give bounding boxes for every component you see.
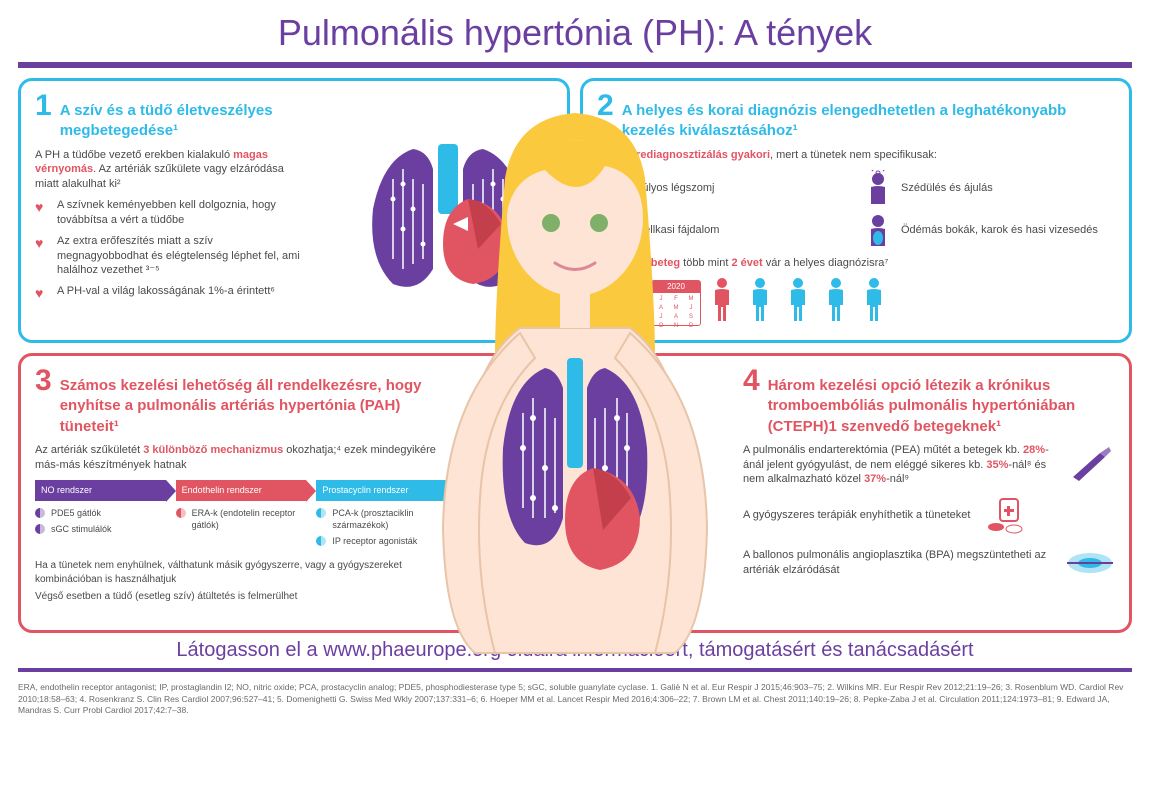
- person-icon: [825, 277, 847, 328]
- bullet: A szívnek keményebben kell dolgoznia, ho…: [35, 198, 307, 228]
- panel-3-title: Számos kezelési lehetőség áll rendelkezé…: [60, 376, 447, 437]
- panel-4: 4 Három kezelési opció létezik a króniku…: [580, 353, 1132, 633]
- mechanism: NO rendszer PDE5 gátlók sGC stimulálók: [35, 480, 166, 551]
- pills-icon: [982, 495, 1032, 535]
- lung-heart-icon: [343, 129, 553, 299]
- panel-1-title: A szív és a tüdő életveszélyes megbetege…: [60, 101, 307, 142]
- balloon-icon: [1065, 543, 1115, 583]
- page-title: Pulmonális hypertónia (PH): A tények: [0, 0, 1150, 62]
- panel-4-number: 4: [743, 366, 760, 396]
- panel-3: 3 Számos kezelési lehetőség áll rendelke…: [18, 353, 570, 633]
- symptom-item: Ödémás bokák, karok és hasi vizesedés: [863, 212, 1115, 248]
- panel-1-heading: 1 A szív és a tüdő életveszélyes megbete…: [35, 91, 307, 142]
- person-icon: [749, 277, 771, 328]
- mechanism: Endothelin rendszer ERA-k (endotelin rece…: [176, 480, 307, 551]
- treatment-item: A pulmonális endarterektómia (PEA) műtét…: [743, 443, 1115, 488]
- symptom-icon: [597, 170, 627, 206]
- symptom-icon: [863, 170, 893, 206]
- symptom-icon: [863, 212, 893, 248]
- panel-3-note-2: Végső esetben a tüdő (esetleg szív) átül…: [35, 590, 447, 604]
- references: ERA, endothelin receptor antagonist; IP,…: [0, 678, 1150, 724]
- treatment-item: A gyógyszeres terápiák enyhíthetik a tün…: [743, 495, 1115, 535]
- symptom-label: Szédülés és ájulás: [901, 181, 993, 196]
- divider-bottom: [18, 668, 1132, 672]
- treatment-list: A pulmonális endarterektómia (PEA) műtét…: [743, 443, 1115, 584]
- treatment-text: A pulmonális endarterektómia (PEA) műtét…: [743, 443, 1053, 488]
- panel-1: 1 A szív és a tüdő életveszélyes megbete…: [18, 78, 570, 343]
- bullet: A PH-val a világ lakosságának 1%-a érint…: [35, 284, 307, 299]
- wait-statement: Minden 5. beteg több mint 2 évet vár a h…: [597, 256, 1115, 271]
- panel-4-title: Három kezelési opció létezik a krónikus …: [768, 376, 1115, 437]
- symptom-item: Szédülés és ájulás: [863, 170, 1115, 206]
- people-icons: [711, 277, 885, 328]
- panel-4-heading: 4 Három kezelési opció létezik a króniku…: [743, 366, 1115, 437]
- symptoms-grid: Súlyos légszomj Szédülés és ájulás Mellkas…: [597, 170, 1115, 248]
- scalpel-icon: [1065, 445, 1115, 485]
- mechanism-item: sGC stimulálók: [35, 523, 166, 535]
- person-icon: [787, 277, 809, 328]
- panel-3-intro: Az artériák szűkületét 3 különböző mecha…: [35, 443, 447, 473]
- mechanism: Prostacyclin rendszer PCA-k (prosztacikli…: [316, 480, 447, 551]
- bullet: Az extra erőfeszítés miatt a szív megnag…: [35, 234, 307, 279]
- panel-3-number: 3: [35, 366, 52, 396]
- panel-2: 2 A helyes és korai diagnózis elengedhet…: [580, 78, 1132, 343]
- person-icon: [711, 277, 733, 328]
- calendar-icon: 2020JFMAMJJASOND: [651, 280, 701, 326]
- mechanism-item: PDE5 gátlók: [35, 507, 166, 519]
- symptom-label: Ödémás bokák, karok és hasi vizesedés: [901, 223, 1098, 238]
- mechanism-header: Endothelin rendszer: [176, 480, 307, 500]
- panel-2-title: A helyes és korai diagnózis elengedhetet…: [622, 101, 1115, 142]
- panel-2-sub: De a félrediagnosztizálás gyakori, mert …: [597, 148, 1115, 163]
- mechanism-item: ERA-k (endotelin receptor gátlók): [176, 507, 307, 531]
- person-icon: [863, 277, 885, 328]
- treatment-text: A gyógyszeres terápiák enyhíthetik a tün…: [743, 508, 970, 523]
- mechanism-item: IP receptor agonisták: [316, 535, 447, 547]
- treatment-text: A ballonos pulmonális angioplasztika (BP…: [743, 548, 1053, 578]
- calendar-icon: 2019JFMAMJJASOND: [597, 280, 647, 326]
- symptom-label: Mellkasi fájdalom: [635, 223, 719, 238]
- symptom-item: Mellkasi fájdalom: [597, 212, 849, 248]
- panel-3-heading: 3 Számos kezelési lehetőség áll rendelke…: [35, 366, 447, 437]
- treatment-item: A ballonos pulmonális angioplasztika (BP…: [743, 543, 1115, 583]
- mechanism-item: PCA-k (prosztaciklin származékok): [316, 507, 447, 531]
- mechanism-header: NO rendszer: [35, 480, 166, 500]
- panel-1-intro: A PH a tüdőbe vezető erekben kialakuló m…: [35, 148, 307, 193]
- panel-3-note-1: Ha a tünetek nem enyhülnek, válthatunk m…: [35, 559, 447, 586]
- wait-row: 2019JFMAMJJASOND2020JFMAMJJASOND: [597, 277, 1115, 328]
- symptom-item: Súlyos légszomj: [597, 170, 849, 206]
- panel-1-number: 1: [35, 91, 52, 121]
- panel-2-heading: 2 A helyes és korai diagnózis elengedhet…: [597, 91, 1115, 142]
- mechanism-header: Prostacyclin rendszer: [316, 480, 447, 500]
- mechanisms: NO rendszer PDE5 gátlók sGC stimulálók Endo…: [35, 480, 447, 551]
- footer-link[interactable]: Látogasson el a www.phaeurope.org oldalr…: [18, 639, 1132, 662]
- symptom-icon: [597, 212, 627, 248]
- symptom-label: Súlyos légszomj: [635, 181, 714, 196]
- panel-2-number: 2: [597, 91, 614, 121]
- panel-1-bullets: A szívnek keményebben kell dolgoznia, ho…: [35, 198, 307, 299]
